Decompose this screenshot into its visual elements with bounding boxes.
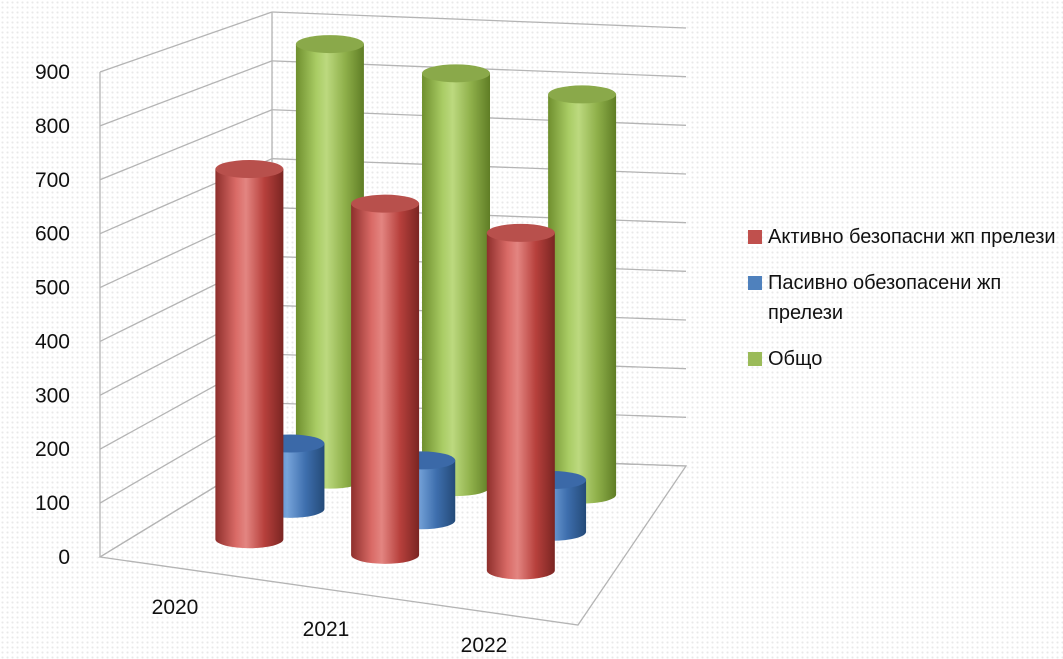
cylinder-top <box>215 160 284 179</box>
cylinder-body <box>351 203 420 564</box>
y-tick-label: 500 <box>35 277 70 300</box>
gridline-back-900 <box>271 11 687 29</box>
cylinder-top <box>295 35 364 54</box>
gridline-left-900 <box>99 11 273 73</box>
cylinder-top <box>351 194 420 213</box>
x-tick-label: 2020 <box>152 596 199 619</box>
legend-item-passive: Пасивно обезопасени жп прелези <box>748 268 1063 328</box>
cylinder-2-2021 <box>422 64 491 497</box>
legend-label-total: Общо <box>768 348 823 370</box>
cylinder-0-2022 <box>486 223 555 580</box>
legend-label-passive: Пасивно обезопасени жп прелези <box>768 272 1002 324</box>
cylinder-top <box>422 64 491 83</box>
cylinder-body <box>295 44 364 489</box>
y-tick-label: 700 <box>35 169 70 192</box>
y-tick-label: 0 <box>58 546 70 569</box>
cylinder-0-2021 <box>351 194 420 564</box>
x-tick-label: 2022 <box>461 634 508 657</box>
x-tick-label: 2021 <box>303 618 350 641</box>
cylinder-body <box>215 169 284 549</box>
cylinder-2-2020 <box>295 35 364 489</box>
x-axis: 2020 2021 2022 <box>152 596 508 657</box>
y-tick-label: 900 <box>35 61 70 84</box>
y-tick-label: 200 <box>35 438 70 461</box>
legend-swatch-active <box>748 230 762 244</box>
cylinder-body <box>422 73 491 497</box>
cylinder-0-2020 <box>215 160 284 549</box>
cylinder-marks <box>215 35 617 580</box>
cylinder-top <box>548 85 617 104</box>
y-tick-label: 100 <box>35 492 70 515</box>
y-tick-label: 600 <box>35 223 70 246</box>
legend-swatch-total <box>748 352 762 366</box>
y-tick-label: 400 <box>35 330 70 353</box>
y-axis: 0 100 200 300 400 500 600 700 800 900 <box>35 61 70 569</box>
cylinder-body <box>548 94 617 504</box>
legend: Активно безопасни жп прелези Пасивно обе… <box>748 222 1063 390</box>
legend-item-active: Активно безопасни жп прелези <box>748 222 1063 252</box>
legend-label-active: Активно безопасни жп прелези <box>768 226 1056 248</box>
gridline-left-700 <box>99 109 273 181</box>
cylinder-body <box>486 232 555 580</box>
cylinder-top <box>486 223 555 242</box>
cylinder-2-2022 <box>548 85 617 504</box>
y-tick-label: 800 <box>35 115 70 138</box>
legend-item-total: Общо <box>748 344 1063 374</box>
y-tick-label: 300 <box>35 384 70 407</box>
floor <box>98 451 688 626</box>
legend-swatch-passive <box>748 276 762 290</box>
gridline-left-800 <box>99 60 273 127</box>
